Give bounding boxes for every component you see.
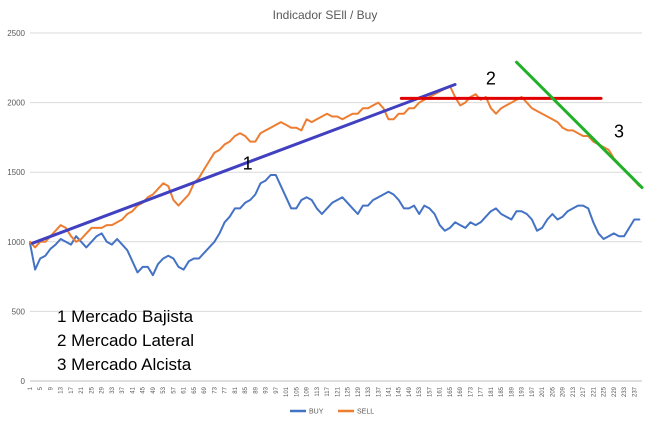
x-tick-label: 101	[284, 386, 290, 397]
x-tick-label: 129	[356, 386, 362, 397]
x-tick-label: 21	[79, 386, 85, 393]
chart-title: Indicador SEll / Buy	[273, 8, 378, 22]
x-tick-label: 53	[161, 386, 167, 393]
series-line-buy	[29, 174, 641, 277]
x-tick-label: 161	[438, 386, 444, 397]
x-tick-label: 221	[591, 386, 597, 397]
x-tick-label: 169	[458, 386, 464, 397]
series-line-sell	[29, 84, 641, 249]
trend-lines: 1 2 3	[31, 60, 644, 245]
x-tick-label: 213	[571, 386, 577, 397]
trend-line-3	[515, 60, 644, 190]
x-tick-label: 229	[612, 386, 618, 397]
x-tick-label: 113	[315, 386, 321, 396]
y-tick-label: 2500	[7, 29, 25, 38]
x-tick-label: 141	[386, 386, 392, 397]
x-tick-label: 29	[100, 386, 106, 393]
x-tick-label: 57	[171, 386, 177, 393]
note-line: 3 Mercado Alcista	[57, 355, 192, 374]
x-tick-label: 181	[489, 386, 495, 397]
trend-label-3: 3	[614, 121, 624, 141]
x-tick-label: 81	[233, 386, 239, 393]
x-tick-label: 157	[427, 386, 433, 397]
grid-lines	[30, 32, 642, 382]
x-tick-label: 205	[550, 386, 556, 397]
y-tick-label: 0	[21, 377, 26, 386]
x-tick-label: 125	[346, 386, 352, 397]
x-tick-label: 33	[110, 386, 116, 393]
x-tick-label: 69	[202, 386, 208, 393]
x-tick-label: 153	[417, 386, 423, 397]
x-tick-label: 93	[264, 386, 270, 393]
x-tick-label: 145	[397, 386, 403, 397]
x-tick-label: 85	[243, 386, 249, 393]
x-tick-label: 209	[561, 386, 567, 397]
x-tick-label: 233	[622, 386, 628, 397]
x-tick-label: 165	[448, 386, 454, 397]
series-lines	[29, 84, 641, 277]
x-tick-label: 217	[581, 386, 587, 397]
x-tick-label: 45	[141, 386, 147, 393]
x-tick-label: 197	[530, 386, 536, 397]
x-tick-label: 49	[151, 386, 157, 393]
x-tick-label: 41	[130, 386, 136, 393]
notes: 1 Mercado Bajista 2 Mercado Lateral 3 Merc…	[57, 307, 194, 374]
x-tick-label: 193	[520, 386, 526, 397]
legend: BUY SELL	[290, 409, 374, 416]
trend-label-2: 2	[486, 69, 496, 89]
legend-label: BUY	[309, 409, 324, 416]
x-tick-label: 177	[479, 386, 485, 397]
x-tick-label: 121	[335, 386, 341, 397]
x-tick-label: 189	[509, 386, 515, 397]
note-line: 1 Mercado Bajista	[57, 307, 194, 326]
x-tick-label: 9	[48, 386, 54, 390]
y-tick-label: 1500	[7, 168, 25, 177]
x-tick-label: 25	[89, 386, 95, 393]
x-tick-label: 133	[366, 386, 372, 397]
x-tick-label: 97	[274, 386, 280, 393]
x-tick-label: 13	[59, 386, 65, 393]
x-tick-label: 105	[294, 386, 300, 397]
x-tick-label: 137	[376, 386, 382, 397]
trend-line-1	[31, 83, 457, 245]
x-tick-label: 109	[305, 386, 311, 397]
x-tick-label: 117	[325, 386, 331, 396]
y-tick-label: 2000	[7, 99, 25, 108]
x-tick-label: 61	[182, 386, 188, 393]
x-tick-label: 237	[632, 386, 638, 397]
x-tick-label: 225	[602, 386, 608, 397]
x-tick-label: 149	[407, 386, 413, 397]
x-tick-label: 37	[120, 386, 126, 393]
note-line: 2 Mercado Lateral	[57, 331, 194, 350]
x-tick-label: 73	[212, 386, 218, 393]
x-tick-label: 77	[223, 386, 229, 393]
y-tick-label: 1000	[7, 238, 25, 247]
x-tick-label: 201	[540, 386, 546, 397]
trend-label-1: 1	[243, 153, 253, 173]
x-tick-label: 185	[499, 386, 505, 397]
x-tick-label: 89	[253, 386, 259, 393]
x-tick-label: 1	[28, 386, 34, 390]
x-tick-label: 173	[468, 386, 474, 397]
x-tick-label: 65	[192, 386, 198, 393]
x-tick-label: 17	[69, 386, 75, 393]
x-tick-label: 5	[38, 386, 44, 390]
legend-label: SELL	[357, 409, 374, 416]
y-tick-label: 500	[12, 307, 26, 316]
